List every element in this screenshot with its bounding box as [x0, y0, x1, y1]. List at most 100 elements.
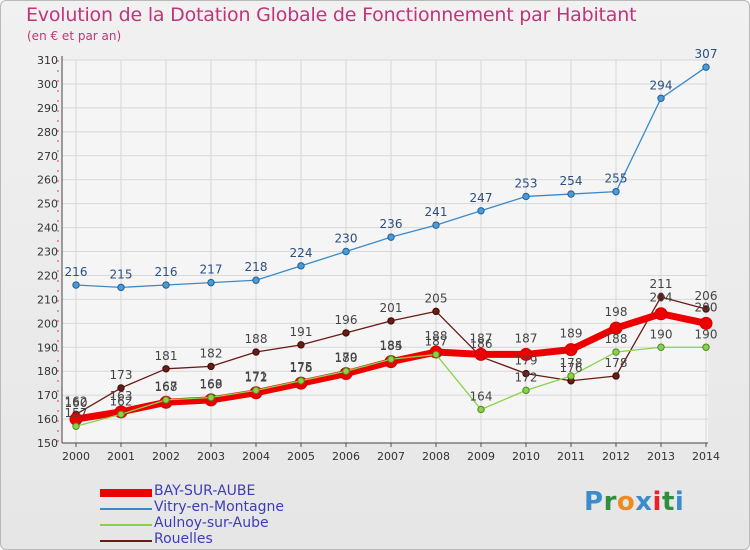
- data-label-bay-sur-aube: 204: [650, 291, 673, 305]
- data-label-vitry-en-montagne: 215: [110, 267, 133, 281]
- data-label-bay-sur-aube: 168: [200, 377, 223, 391]
- legend-label: Rouelles: [154, 531, 213, 547]
- y-tick-label: 180: [37, 365, 58, 378]
- data-point-bay-sur-aube: [564, 343, 578, 357]
- data-label-rouelles: 196: [335, 313, 358, 327]
- data-label-vitry-en-montagne: 241: [425, 205, 448, 219]
- data-point-aulnoy-sur-aube: [342, 367, 350, 375]
- data-label-rouelles: 188: [245, 332, 268, 346]
- y-tick-label: 230: [37, 246, 58, 259]
- data-point-aulnoy-sur-aube: [252, 386, 260, 395]
- data-label-rouelles: 173: [110, 368, 133, 382]
- data-label-aulnoy-sur-aube: 190: [695, 327, 718, 341]
- data-label-vitry-en-montagne: 230: [335, 232, 358, 246]
- y-tick-label: 250: [37, 198, 58, 211]
- data-point-bay-sur-aube: [519, 347, 533, 361]
- data-point-vitry-en-montagne: [477, 207, 485, 215]
- data-point-aulnoy-sur-aube: [207, 393, 215, 402]
- y-tick-label: 190: [37, 341, 58, 354]
- data-label-rouelles: 176: [560, 361, 583, 375]
- data-label-bay-sur-aube: 167: [155, 379, 178, 393]
- y-tick-label: 200: [37, 317, 58, 330]
- legend-label: Vitry-en-Montagne: [154, 499, 284, 515]
- x-tick-label: 2002: [152, 450, 180, 463]
- proxiti-logo: Proxiti: [584, 487, 685, 517]
- data-point-aulnoy-sur-aube: [612, 348, 620, 356]
- data-label-aulnoy-sur-aube: 180: [335, 351, 358, 365]
- y-tick-label: 280: [37, 126, 58, 139]
- data-label-aulnoy-sur-aube: 188: [605, 332, 628, 346]
- x-tick-label: 2010: [512, 450, 540, 463]
- data-point-vitry-en-montagne: [702, 63, 710, 71]
- data-point-rouelles: [702, 305, 710, 313]
- data-label-bay-sur-aube: 187: [515, 331, 538, 345]
- x-tick-label: 2013: [647, 450, 675, 463]
- data-label-rouelles: 201: [380, 301, 403, 315]
- data-label-rouelles: 162: [65, 394, 88, 408]
- data-label-vitry-en-montagne: 218: [245, 260, 268, 274]
- chart-title: Evolution de la Dotation Globale de Fonc…: [26, 4, 637, 26]
- data-label-vitry-en-montagne: 216: [155, 265, 178, 279]
- data-label-bay-sur-aube: 184: [380, 339, 403, 353]
- data-point-rouelles: [297, 341, 305, 349]
- data-label-bay-sur-aube: 187: [470, 331, 493, 345]
- data-label-bay-sur-aube: 171: [245, 370, 268, 384]
- legend-label: Aulnoy-sur-Aube: [154, 515, 269, 531]
- data-point-rouelles: [387, 317, 395, 325]
- data-label-rouelles: 205: [425, 291, 448, 305]
- data-point-vitry-en-montagne: [612, 187, 620, 196]
- x-tick-label: 2011: [557, 450, 585, 463]
- data-point-vitry-en-montagne: [657, 94, 665, 103]
- data-label-rouelles: 206: [695, 289, 718, 303]
- data-label-vitry-en-montagne: 224: [290, 246, 313, 260]
- legend-label: BAY-SUR-AUBE: [154, 483, 256, 499]
- data-label-rouelles: 179: [515, 354, 538, 368]
- data-point-bay-sur-aube: [654, 307, 668, 321]
- data-label-aulnoy-sur-aube: 178: [560, 356, 583, 370]
- y-tick-label: 290: [37, 102, 58, 115]
- data-label-vitry-en-montagne: 294: [650, 78, 673, 92]
- x-tick-label: 2000: [62, 450, 90, 463]
- legend-swatch: [100, 524, 152, 526]
- data-point-vitry-en-montagne: [72, 281, 80, 289]
- data-label-aulnoy-sur-aube: 185: [380, 339, 403, 353]
- data-label-bay-sur-aube: 188: [425, 329, 448, 343]
- data-point-rouelles: [657, 293, 665, 301]
- data-point-aulnoy-sur-aube: [522, 386, 530, 395]
- y-tick-label: 310: [37, 54, 58, 67]
- data-label-aulnoy-sur-aube: 172: [245, 370, 268, 384]
- chart-subtitle: (en € et par an): [27, 29, 122, 43]
- x-tick-label: 2007: [377, 450, 405, 463]
- data-point-bay-sur-aube: [609, 321, 623, 335]
- data-point-vitry-en-montagne: [252, 276, 260, 284]
- legend-swatch: [100, 508, 152, 510]
- legend-swatch: [100, 489, 152, 497]
- data-label-rouelles: 181: [155, 349, 178, 363]
- x-tick-label: 2012: [602, 450, 630, 463]
- x-tick-label: 2008: [422, 450, 450, 463]
- data-point-rouelles: [612, 372, 620, 380]
- data-label-aulnoy-sur-aube: 157: [65, 406, 88, 420]
- data-label-vitry-en-montagne: 247: [470, 191, 493, 205]
- x-tick-label: 2006: [332, 450, 360, 463]
- x-tick-label: 2004: [242, 450, 270, 463]
- data-point-aulnoy-sur-aube: [702, 343, 710, 351]
- data-label-bay-sur-aube: 200: [695, 300, 718, 314]
- data-point-bay-sur-aube: [699, 316, 713, 330]
- x-tick-label: 2001: [107, 450, 135, 463]
- data-point-vitry-en-montagne: [207, 278, 215, 287]
- data-point-vitry-en-montagne: [567, 190, 575, 198]
- data-label-rouelles: 186: [470, 337, 493, 351]
- data-point-aulnoy-sur-aube: [657, 343, 665, 351]
- data-point-rouelles: [162, 365, 170, 373]
- data-point-rouelles: [207, 362, 215, 371]
- data-label-aulnoy-sur-aube: 168: [155, 380, 178, 394]
- data-label-bay-sur-aube: 163: [110, 389, 133, 403]
- data-label-bay-sur-aube: 160: [65, 396, 88, 410]
- data-point-aulnoy-sur-aube: [387, 355, 395, 363]
- data-label-vitry-en-montagne: 217: [200, 263, 223, 277]
- data-label-aulnoy-sur-aube: 172: [515, 370, 538, 384]
- data-label-aulnoy-sur-aube: 169: [200, 378, 223, 392]
- data-label-vitry-en-montagne: 216: [65, 265, 88, 279]
